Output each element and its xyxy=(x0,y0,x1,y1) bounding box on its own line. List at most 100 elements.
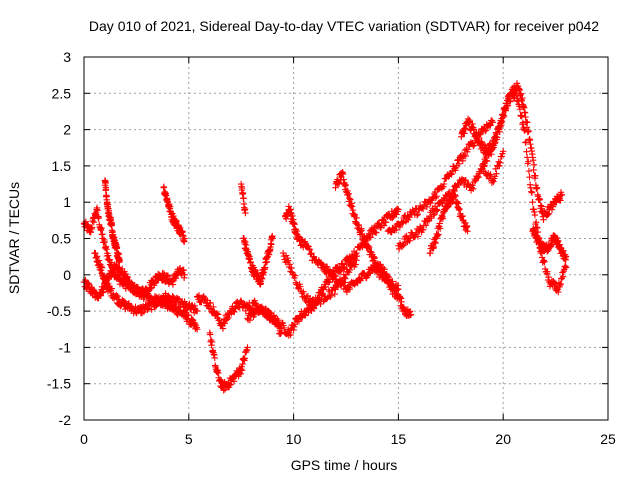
data-point xyxy=(334,283,341,291)
data-point xyxy=(540,257,548,264)
data-point xyxy=(257,303,264,311)
data-point xyxy=(213,310,221,317)
data-point xyxy=(455,200,462,207)
data-point xyxy=(531,211,539,219)
data-point xyxy=(448,171,455,178)
data-point xyxy=(455,160,463,167)
data-point xyxy=(529,156,537,164)
data-point xyxy=(514,95,521,102)
data-point xyxy=(402,239,410,246)
data-point xyxy=(424,218,431,225)
data-point xyxy=(367,234,375,241)
data-point xyxy=(353,252,361,260)
data-point xyxy=(466,119,474,126)
data-point xyxy=(428,197,435,204)
data-point xyxy=(523,118,530,126)
data-point xyxy=(93,253,101,260)
y-axis-label: SDTVAR / TECUs xyxy=(6,182,22,294)
data-point xyxy=(193,326,201,333)
data-point xyxy=(482,127,489,135)
data-point xyxy=(287,206,294,213)
data-point xyxy=(503,100,510,107)
data-point xyxy=(470,141,478,149)
data-point xyxy=(462,152,469,160)
data-point xyxy=(491,140,499,147)
data-point xyxy=(339,278,346,285)
data-point xyxy=(164,272,172,279)
data-point xyxy=(492,130,500,138)
data-point xyxy=(125,300,133,307)
data-point xyxy=(382,219,390,226)
data-point xyxy=(499,111,506,118)
data-point xyxy=(406,237,413,245)
series-sat-i xyxy=(238,180,249,217)
data-point xyxy=(406,214,413,221)
data-point xyxy=(419,226,427,234)
data-point xyxy=(544,211,551,219)
data-point xyxy=(335,180,343,187)
data-point xyxy=(495,123,502,131)
data-point xyxy=(242,209,249,217)
data-point xyxy=(240,194,247,202)
data-point xyxy=(223,315,231,323)
data-point xyxy=(496,162,503,169)
data-point xyxy=(226,381,233,389)
data-point xyxy=(560,247,567,255)
data-point xyxy=(440,180,448,188)
data-point xyxy=(516,86,523,94)
data-point xyxy=(98,224,105,232)
data-point xyxy=(232,299,240,306)
data-point xyxy=(459,157,466,164)
data-point xyxy=(381,266,388,273)
data-point xyxy=(497,159,504,166)
data-point xyxy=(414,233,422,240)
data-point xyxy=(540,257,547,265)
data-point xyxy=(214,311,222,318)
data-point xyxy=(280,324,288,332)
data-point xyxy=(532,172,539,179)
data-point xyxy=(114,293,121,300)
data-point xyxy=(396,294,404,301)
data-point xyxy=(521,127,528,134)
data-point xyxy=(431,210,438,218)
y-tick-label: 1.5 xyxy=(52,158,72,174)
data-point xyxy=(396,223,404,231)
data-point xyxy=(342,275,349,282)
data-point xyxy=(140,308,148,316)
data-point xyxy=(410,208,418,216)
data-point xyxy=(298,289,306,297)
data-point xyxy=(502,104,510,112)
series-sat-c xyxy=(91,249,201,317)
y-tick-label: 0 xyxy=(63,267,71,283)
data-point xyxy=(191,302,198,310)
data-point xyxy=(145,305,152,312)
data-point xyxy=(559,273,567,280)
data-point xyxy=(185,312,192,319)
data-point xyxy=(519,119,527,126)
data-point xyxy=(291,272,299,279)
data-point xyxy=(287,331,294,339)
x-tick-label: 20 xyxy=(495,431,511,447)
data-point xyxy=(290,326,297,334)
data-point xyxy=(498,119,505,126)
data-points xyxy=(80,80,570,394)
data-point xyxy=(528,189,536,196)
data-point xyxy=(399,240,407,248)
data-point xyxy=(398,219,406,227)
data-point xyxy=(207,299,214,307)
data-point xyxy=(366,243,373,251)
data-point xyxy=(208,338,216,346)
data-point xyxy=(494,134,501,141)
data-point xyxy=(288,264,295,272)
data-point xyxy=(492,139,499,146)
data-point xyxy=(173,217,180,225)
data-point xyxy=(558,191,566,199)
data-point xyxy=(398,298,405,305)
data-point xyxy=(498,118,506,125)
data-point xyxy=(516,103,523,110)
data-point xyxy=(537,202,544,209)
data-point xyxy=(115,296,122,303)
data-point xyxy=(237,297,245,304)
data-point xyxy=(338,260,345,267)
data-point xyxy=(507,97,514,105)
